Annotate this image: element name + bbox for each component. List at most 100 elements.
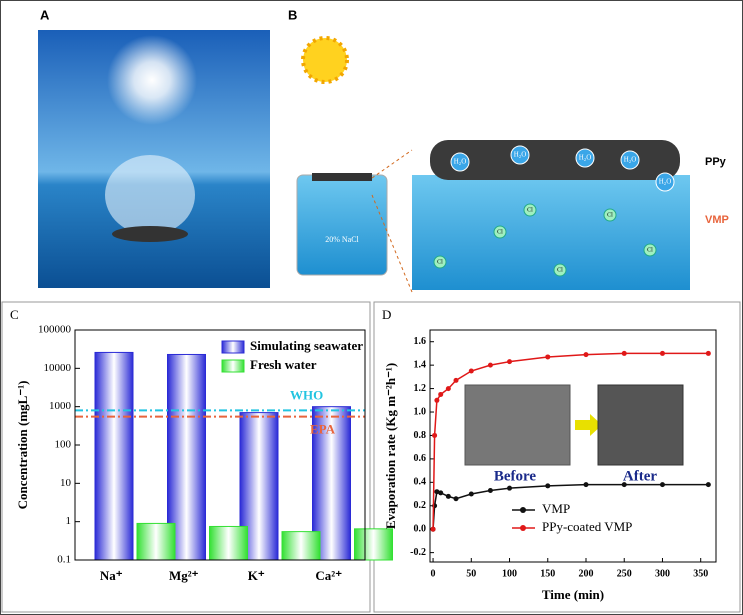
y-axis-title: Evaporation rate (Kg m⁻²h⁻¹) xyxy=(383,363,398,529)
data-point xyxy=(453,496,459,502)
plot-frame xyxy=(429,329,717,563)
y-tick-label: -0.2 xyxy=(410,547,426,558)
x-axis-title: Time (min) xyxy=(542,587,604,602)
x-tick-label: Na⁺ xyxy=(100,568,123,583)
water-label: H₂O xyxy=(454,158,467,166)
legend-swatch xyxy=(221,359,245,373)
vapor xyxy=(105,155,195,235)
data-point xyxy=(621,482,627,488)
data-point xyxy=(487,362,493,368)
vmp-label: VMP xyxy=(705,214,729,226)
y-tick-label: 1.6 xyxy=(414,336,427,347)
data-point xyxy=(507,359,513,365)
panel-label: B xyxy=(288,7,297,22)
y-tick-label: 10 xyxy=(60,477,72,489)
data-point xyxy=(445,386,451,392)
chloride-label: Cl xyxy=(557,267,563,273)
data-point xyxy=(583,352,589,358)
data-point xyxy=(621,350,627,356)
panel-frame xyxy=(373,301,741,613)
data-point xyxy=(445,493,451,499)
water-molecule xyxy=(450,152,470,172)
data-point xyxy=(468,491,474,497)
water-label: H₂O xyxy=(579,154,592,162)
x-tick-label: 100 xyxy=(502,568,517,579)
data-point xyxy=(507,485,513,491)
data-point xyxy=(430,526,436,532)
bar xyxy=(136,522,176,561)
legend-swatch xyxy=(221,340,245,354)
water-molecule xyxy=(510,145,530,165)
data-point xyxy=(487,488,493,494)
water-molecule xyxy=(575,148,595,168)
x-tick-label: 250 xyxy=(617,568,632,579)
water-molecule xyxy=(620,150,640,170)
y-tick-label: 0.0 xyxy=(414,523,427,534)
chloride-ion xyxy=(523,203,537,217)
y-tick-label: 0.8 xyxy=(414,430,427,441)
ppy-layer xyxy=(430,140,680,180)
x-tick-label: 50 xyxy=(466,568,476,579)
y-tick-label: 1.4 xyxy=(414,359,427,370)
data-point xyxy=(453,377,459,383)
sun-icon xyxy=(301,36,349,84)
x-tick-label: 350 xyxy=(693,568,708,579)
sun xyxy=(107,35,197,125)
reference-label: WHO xyxy=(290,387,323,402)
y-tick-label: 1000 xyxy=(49,400,72,412)
zoom-line xyxy=(371,149,413,179)
y-tick-label: 10000 xyxy=(44,362,72,374)
legend-label: VMP xyxy=(542,501,570,516)
data-point xyxy=(705,482,711,488)
x-tick-label: 150 xyxy=(540,568,555,579)
beaker xyxy=(296,174,388,276)
legend-label: Fresh water xyxy=(250,357,317,372)
panel-label: A xyxy=(40,7,50,22)
x-tick-label: 300 xyxy=(655,568,670,579)
data-point xyxy=(438,490,444,496)
panel-label: D xyxy=(382,307,391,322)
bar xyxy=(281,531,321,561)
chloride-label: Cl xyxy=(527,207,533,213)
data-point xyxy=(545,483,551,489)
chloride-ion xyxy=(553,263,567,277)
reference-label: EPA xyxy=(310,422,336,437)
x-tick-label: K⁺ xyxy=(248,568,265,583)
inset-label: After xyxy=(623,468,657,484)
y-tick-label: 0.6 xyxy=(414,453,427,464)
beaker-layer xyxy=(312,173,372,181)
chloride-ion xyxy=(493,225,507,239)
y-tick-label: 100 xyxy=(55,439,72,451)
water-label: H₂O xyxy=(624,156,637,164)
chloride-label: Cl xyxy=(647,247,653,253)
data-point xyxy=(659,350,665,356)
y-tick-label: 0.2 xyxy=(414,500,427,511)
data-point xyxy=(705,350,711,356)
y-tick-label: 1.2 xyxy=(414,383,427,394)
data-point xyxy=(432,432,438,438)
bar xyxy=(354,528,393,561)
x-tick-label: 0 xyxy=(431,568,436,579)
panel-frame xyxy=(1,301,371,613)
beaker-label: 20% NaCl xyxy=(325,235,359,244)
data-point xyxy=(583,482,589,488)
panel-label: C xyxy=(10,307,19,322)
data-point xyxy=(434,397,440,403)
data-point xyxy=(434,489,440,495)
x-tick-label: Ca²⁺ xyxy=(315,568,342,583)
inset-label: Before xyxy=(494,468,537,484)
inset-photo xyxy=(464,384,571,466)
water-label: H₂O xyxy=(659,178,672,186)
y-tick-label: 0.1 xyxy=(57,554,71,566)
bar xyxy=(94,351,134,561)
legend-label: PPy-coated VMP xyxy=(542,519,632,534)
legend-marker xyxy=(520,525,526,531)
ppy-label: PPy xyxy=(705,156,727,168)
chloride-label: Cl xyxy=(607,212,613,218)
chloride-ion xyxy=(603,208,617,222)
chloride-ion xyxy=(643,243,657,257)
x-tick-label: Mg²⁺ xyxy=(169,568,199,583)
vmp-layer xyxy=(412,175,690,290)
data-point xyxy=(438,391,444,397)
